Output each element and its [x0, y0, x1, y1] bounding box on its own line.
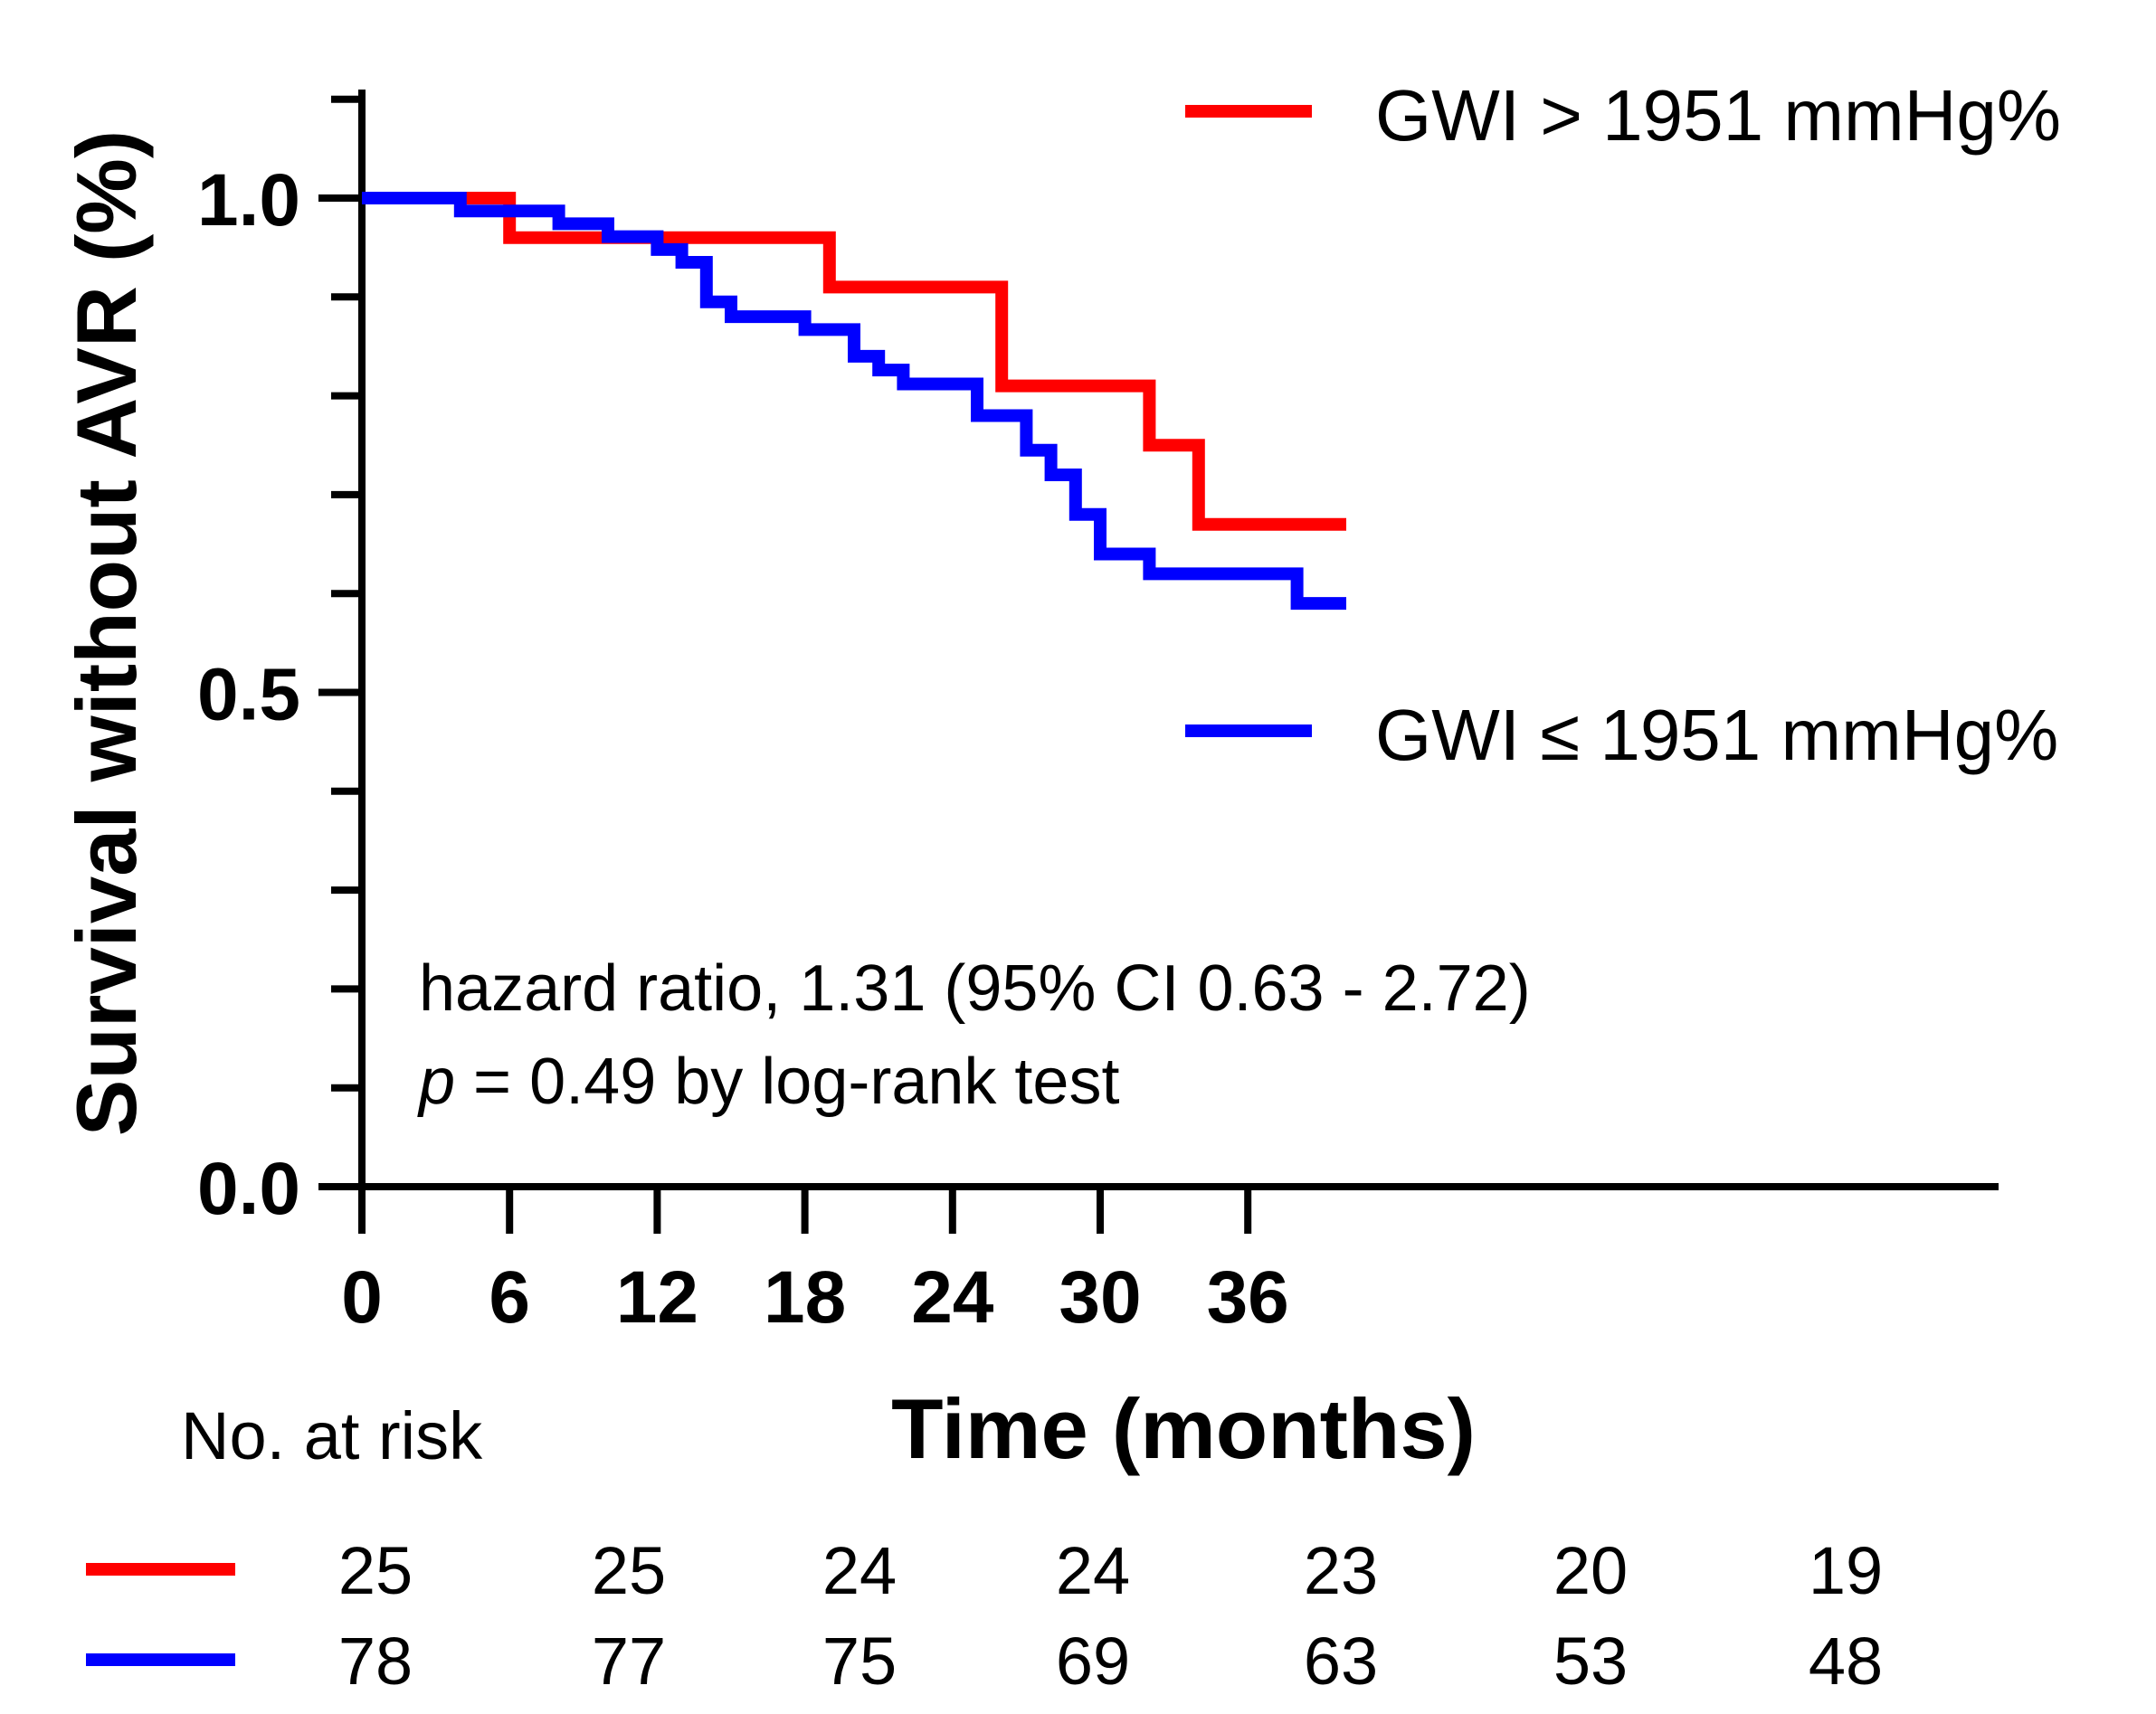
risk-value: 63	[1304, 1624, 1378, 1699]
risk-value: 25	[592, 1533, 666, 1608]
p-italic: p	[417, 1046, 455, 1118]
series-blue-curve	[362, 192, 1346, 611]
risk-value: 48	[1809, 1624, 1883, 1699]
x-tick-label: 12	[616, 1256, 698, 1339]
x-tick-label: 18	[764, 1256, 846, 1339]
risk-value: 24	[822, 1533, 897, 1608]
risk-value: 23	[1304, 1533, 1378, 1608]
x-tick-label: 0	[341, 1256, 383, 1339]
p-value-text: = 0.49 by log-rank test	[455, 1046, 1119, 1118]
risk-value: 53	[1553, 1624, 1628, 1699]
risk-value: 20	[1553, 1533, 1628, 1608]
y-tick-label: 0.0	[197, 1148, 300, 1230]
risk-value: 25	[338, 1533, 413, 1608]
risk-value: 69	[1056, 1624, 1130, 1699]
y-tick-label: 0.5	[197, 654, 300, 736]
risk-table-title: No. at risk	[181, 1398, 483, 1473]
risk-value: 24	[1056, 1533, 1130, 1608]
hazard-ratio-annotation: hazard ratio, 1.31 (95% CI 0.63 - 2.72)	[419, 952, 1531, 1025]
risk-value: 75	[822, 1624, 897, 1699]
x-tick-label: 24	[911, 1256, 994, 1339]
x-tick-label: 6	[489, 1256, 530, 1339]
legend-blue-label: GWI ≤ 1951 mmHg%	[1375, 695, 2058, 775]
p-value-annotation: p = 0.49 by log-rank test	[417, 1046, 1119, 1118]
risk-table-values: 25 25 24 24 23 20 19 78 77 75 69 63 53 48	[338, 1533, 1883, 1699]
x-ticks: 0 6 12 18 24 30 36	[341, 1187, 1289, 1339]
legend-red-label: GWI > 1951 mmHg%	[1375, 75, 2061, 156]
y-axis-title: Survival without AVR (%)	[59, 130, 154, 1136]
x-tick-label: 36	[1207, 1256, 1289, 1339]
y-ticks: 0.0 0.5 1.0	[197, 95, 362, 1230]
risk-value: 19	[1809, 1533, 1883, 1608]
x-tick-label: 30	[1059, 1256, 1141, 1339]
risk-value: 78	[338, 1624, 413, 1699]
risk-value: 77	[592, 1624, 666, 1699]
y-tick-label: 1.0	[197, 159, 300, 241]
x-axis-title: Time (months)	[891, 1381, 1476, 1476]
series-red-curve	[362, 192, 1346, 531]
